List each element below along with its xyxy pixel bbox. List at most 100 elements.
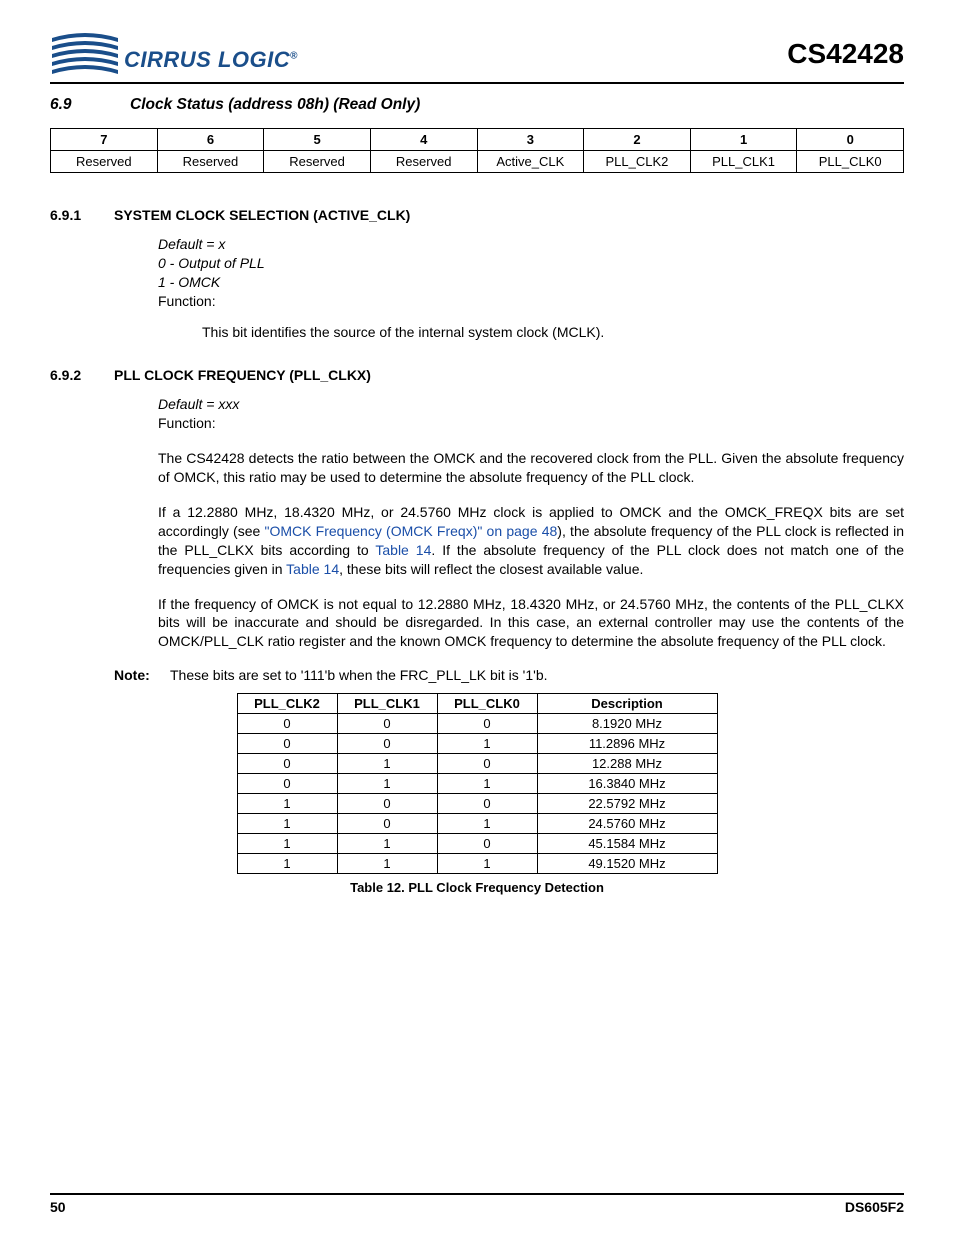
cell: 1 [237, 854, 337, 874]
cell: 12.288 MHz [537, 754, 717, 774]
table-row: PLL_CLK2 PLL_CLK1 PLL_CLK0 Description [237, 694, 717, 714]
cell: 16.3840 MHz [537, 774, 717, 794]
cell: 1 [437, 774, 537, 794]
cross-reference-link[interactable]: Table 14 [286, 561, 339, 577]
cell: 0 [437, 794, 537, 814]
bit-header: 4 [370, 129, 477, 151]
definition-block: Default = xxx Function: The CS42428 dete… [50, 395, 904, 651]
swoosh-icon [50, 30, 120, 78]
logo-text: CIRRUS LOGIC® [124, 47, 298, 73]
paragraph: If the frequency of OMCK is not equal to… [158, 595, 904, 652]
default-value: Default = xxx [158, 395, 904, 414]
table-row: 7 6 5 4 3 2 1 0 [51, 129, 904, 151]
table-header: PLL_CLK2 [237, 694, 337, 714]
note-block: Note: These bits are set to '111'b when … [50, 667, 904, 683]
bit-header: 3 [477, 129, 584, 151]
bit-register-table: 7 6 5 4 3 2 1 0 Reserved Reserved Reserv… [50, 128, 904, 173]
cell: 0 [337, 734, 437, 754]
cell: 1 [437, 854, 537, 874]
section-title: Clock Status (address 08h) (Read Only) [130, 96, 420, 114]
definition-block: Default = x 0 - Output of PLL 1 - OMCK F… [50, 235, 904, 311]
page-header: CIRRUS LOGIC® CS42428 [50, 30, 904, 84]
cell: 1 [437, 734, 537, 754]
function-text: This bit identifies the source of the in… [50, 323, 904, 342]
cell: 0 [237, 754, 337, 774]
cell: 0 [337, 794, 437, 814]
cell: 1 [337, 854, 437, 874]
table-row: Reserved Reserved Reserved Reserved Acti… [51, 151, 904, 173]
cell: 1 [237, 834, 337, 854]
cell: 1 [337, 774, 437, 794]
table-header: Description [537, 694, 717, 714]
cell: 1 [237, 794, 337, 814]
section-number: 6.9 [50, 96, 130, 114]
bit-header: 5 [264, 129, 371, 151]
bit-header: 1 [690, 129, 797, 151]
cell: 1 [337, 834, 437, 854]
cell: 0 [437, 834, 537, 854]
cell: 0 [237, 734, 337, 754]
cross-reference-link[interactable]: "OMCK Frequency (OMCK Freqx)" on page 48 [264, 523, 557, 539]
bit-header: 0 [797, 129, 904, 151]
paragraph: If a 12.2880 MHz, 18.4320 MHz, or 24.576… [158, 503, 904, 579]
subsection-title: SYSTEM CLOCK SELECTION (ACTIVE_CLK) [114, 207, 410, 223]
cell: 45.1584 MHz [537, 834, 717, 854]
default-value: Default = x [158, 235, 904, 254]
cell: 1 [237, 814, 337, 834]
subsection-heading: 6.9.2 PLL CLOCK FREQUENCY (PLL_CLKX) [50, 367, 904, 383]
table-header: PLL_CLK1 [337, 694, 437, 714]
cell: 0 [337, 814, 437, 834]
cell: 1 [437, 814, 537, 834]
frequency-table: PLL_CLK2 PLL_CLK1 PLL_CLK0 Description 0… [237, 693, 718, 874]
function-label: Function: [158, 292, 904, 311]
table-row: 10124.5760 MHz [237, 814, 717, 834]
text-run: , these bits will reflect the closest av… [339, 561, 643, 577]
table-row: 00111.2896 MHz [237, 734, 717, 754]
cell: 11.2896 MHz [537, 734, 717, 754]
subsection-heading: 6.9.1 SYSTEM CLOCK SELECTION (ACTIVE_CLK… [50, 207, 904, 223]
cell: 49.1520 MHz [537, 854, 717, 874]
subsection-number: 6.9.1 [50, 207, 114, 223]
function-label: Function: [158, 414, 904, 433]
paragraph: The CS42428 detects the ratio between th… [158, 449, 904, 487]
company-logo: CIRRUS LOGIC® [50, 30, 298, 78]
value-0: 0 - Output of PLL [158, 254, 904, 273]
cell: 0 [337, 714, 437, 734]
bit-header: 6 [157, 129, 264, 151]
cell: 0 [437, 714, 537, 734]
table-header: PLL_CLK0 [437, 694, 537, 714]
cross-reference-link[interactable]: Table 14 [375, 542, 431, 558]
page-footer: 50 DS605F2 [50, 1193, 904, 1215]
table-row: 0008.1920 MHz [237, 714, 717, 734]
document-id: DS605F2 [845, 1199, 904, 1215]
page-number: 50 [50, 1199, 66, 1215]
subsection-title: PLL CLOCK FREQUENCY (PLL_CLKX) [114, 367, 371, 383]
table-caption: Table 12. PLL Clock Frequency Detection [350, 880, 604, 895]
bit-name: PLL_CLK1 [690, 151, 797, 173]
bit-name: Reserved [264, 151, 371, 173]
value-1: 1 - OMCK [158, 273, 904, 292]
bit-name: Reserved [51, 151, 158, 173]
bit-name: Active_CLK [477, 151, 584, 173]
subsection-number: 6.9.2 [50, 367, 114, 383]
table-row: 11045.1584 MHz [237, 834, 717, 854]
cell: 24.5760 MHz [537, 814, 717, 834]
cell: 0 [237, 774, 337, 794]
frequency-table-wrapper: PLL_CLK2 PLL_CLK1 PLL_CLK0 Description 0… [50, 693, 904, 895]
table-row: 11149.1520 MHz [237, 854, 717, 874]
note-label: Note: [114, 667, 170, 683]
table-row: 10022.5792 MHz [237, 794, 717, 814]
cell: 22.5792 MHz [537, 794, 717, 814]
part-number: CS42428 [787, 38, 904, 70]
table-row: 01012.288 MHz [237, 754, 717, 774]
bit-header: 2 [584, 129, 691, 151]
bit-name: PLL_CLK2 [584, 151, 691, 173]
cell: 0 [437, 754, 537, 774]
bit-name: Reserved [157, 151, 264, 173]
bit-name: PLL_CLK0 [797, 151, 904, 173]
section-heading: 6.9 Clock Status (address 08h) (Read Onl… [50, 96, 904, 114]
bit-header: 7 [51, 129, 158, 151]
cell: 0 [237, 714, 337, 734]
cell: 8.1920 MHz [537, 714, 717, 734]
note-text: These bits are set to '111'b when the FR… [170, 667, 548, 683]
